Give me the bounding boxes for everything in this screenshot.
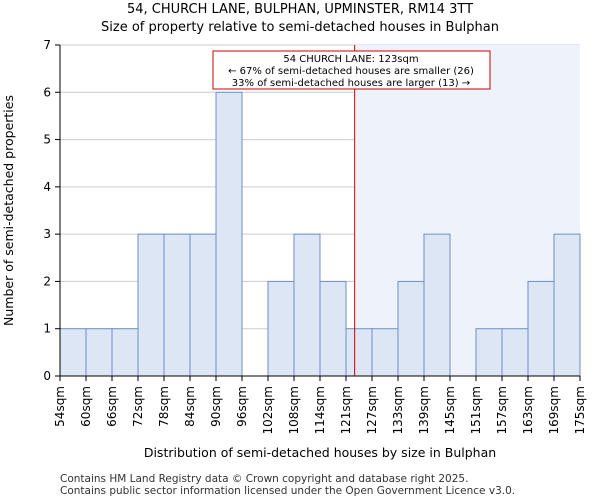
bar bbox=[397, 280, 425, 377]
bar bbox=[163, 233, 191, 377]
annotation-line-1: 54 CHURCH LANE: 123sqm bbox=[283, 54, 418, 65]
bar bbox=[423, 233, 451, 377]
x-tick-label: 133sqm bbox=[391, 386, 405, 434]
x-tick-label: 84sqm bbox=[183, 386, 197, 427]
x-tick-label: 90sqm bbox=[209, 386, 223, 427]
footer-copyright: Contains HM Land Registry data © Crown c… bbox=[60, 473, 469, 485]
x-tick-label: 151sqm bbox=[469, 386, 483, 434]
x-tick-label: 163sqm bbox=[521, 386, 535, 434]
bar bbox=[85, 328, 113, 377]
y-tick-label: 0 bbox=[43, 369, 51, 383]
bar bbox=[475, 328, 503, 377]
x-tick-label: 108sqm bbox=[287, 386, 301, 434]
annotation-box bbox=[212, 50, 491, 90]
bar bbox=[267, 280, 295, 377]
bar bbox=[319, 280, 347, 377]
x-tick-label: 60sqm bbox=[79, 386, 93, 427]
x-tick-label: 54sqm bbox=[53, 386, 67, 427]
y-tick-label: 2 bbox=[43, 274, 51, 288]
x-tick-label: 72sqm bbox=[131, 386, 145, 427]
x-tick-label: 127sqm bbox=[365, 386, 379, 434]
y-axis-label: Number of semi-detached properties bbox=[1, 95, 16, 326]
x-tick-label: 145sqm bbox=[443, 386, 457, 434]
chart-subtitle: Size of property relative to semi-detach… bbox=[101, 20, 499, 35]
x-tick-label: 121sqm bbox=[339, 386, 353, 434]
bar bbox=[137, 233, 165, 377]
bar bbox=[371, 328, 399, 377]
x-tick-label: 66sqm bbox=[105, 386, 119, 427]
tick-labels: 0 1 2 3 4 5 6 7 54sqm 60sqm 66sqm 72sqm 78sqm 84sqm 90… bbox=[43, 38, 587, 434]
bar bbox=[59, 328, 87, 377]
x-tick-label: 114sqm bbox=[313, 386, 327, 434]
bar bbox=[189, 233, 217, 377]
bar bbox=[553, 233, 581, 377]
x-axis-label: Distribution of semi-detached houses by … bbox=[144, 445, 496, 460]
bar bbox=[293, 233, 321, 377]
x-tick-label: 78sqm bbox=[157, 386, 171, 427]
bar bbox=[111, 328, 139, 377]
y-tick-label: 3 bbox=[43, 227, 51, 241]
y-tick-label: 4 bbox=[43, 180, 51, 194]
x-tick-label: 157sqm bbox=[495, 386, 509, 434]
x-tick-label: 96sqm bbox=[235, 386, 249, 427]
x-tick-label: 175sqm bbox=[573, 386, 587, 434]
y-tick-label: 1 bbox=[43, 322, 51, 336]
y-tick-label: 5 bbox=[43, 133, 51, 147]
x-tick-label: 169sqm bbox=[547, 386, 561, 434]
property-annotation: 54 CHURCH LANE: 123sqm ← 67% of semi-det… bbox=[212, 50, 491, 90]
annotation-line-2: ← 67% of semi-detached houses are smalle… bbox=[228, 66, 474, 77]
x-tick-label: 102sqm bbox=[261, 386, 275, 434]
chart-title: 54, CHURCH LANE, BULPHAN, UPMINSTER, RM1… bbox=[126, 2, 474, 17]
y-tick-label: 7 bbox=[43, 38, 51, 52]
annotation-line-3: 33% of semi-detached houses are larger (… bbox=[232, 78, 470, 89]
y-tick-label: 6 bbox=[43, 85, 51, 99]
footer-licence: Contains public sector information licen… bbox=[60, 485, 516, 497]
bar bbox=[215, 91, 243, 377]
x-tick-label: 139sqm bbox=[417, 386, 431, 434]
bar bbox=[345, 328, 373, 377]
bar bbox=[501, 328, 529, 377]
bar bbox=[527, 280, 555, 377]
